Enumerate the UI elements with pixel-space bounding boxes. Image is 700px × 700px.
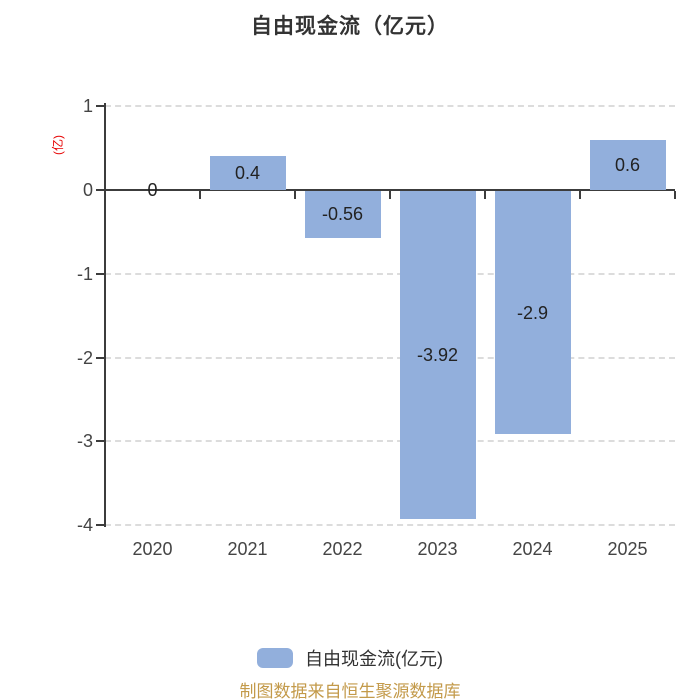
y-tick-label--2: -2	[76, 347, 93, 368]
x-tick-mark-2	[294, 191, 296, 199]
chart-title: 自由现金流（亿元）	[251, 15, 449, 38]
x-category-label-2024: 2024	[512, 539, 553, 559]
legend-swatch	[257, 648, 293, 668]
gridline-y-1	[105, 272, 675, 275]
x-category-label-2023: 2023	[417, 539, 458, 559]
y-tick-label-0: 0	[82, 180, 93, 200]
y-tick-mark-1	[96, 105, 104, 108]
bar-2021	[209, 156, 286, 190]
footer-source-note: 制图数据来自恒生聚源数据库	[239, 682, 461, 700]
x-category-label-2022: 2022	[322, 539, 363, 559]
y-tick-mark--3	[96, 440, 104, 443]
bar-2024	[494, 191, 571, 435]
bar-2025	[589, 139, 666, 190]
y-tick-mark--2	[96, 356, 104, 359]
y-tick-mark-0	[96, 189, 104, 191]
x-tick-mark-0	[104, 191, 106, 199]
x-tick-mark-1	[199, 191, 201, 199]
gridline-y-4	[105, 524, 675, 527]
x-axis-zero-line	[105, 189, 675, 191]
x-tick-mark-3	[389, 191, 391, 199]
legend: 自由现金流(亿元)	[0, 646, 700, 670]
bar-2022	[304, 191, 381, 238]
bar-value-label-2021: 0.4	[234, 163, 261, 184]
bar-value-label-2020: 0	[147, 180, 158, 200]
x-tick-mark-6	[674, 191, 676, 199]
gridline-y-2	[105, 356, 675, 359]
legend-label: 自由现金流(亿元)	[305, 649, 443, 669]
gridline-y1	[105, 105, 675, 108]
y-tick-mark--1	[96, 272, 104, 275]
y-tick-label--1: -1	[76, 263, 93, 284]
x-category-label-2021: 2021	[227, 539, 268, 559]
x-tick-mark-4	[484, 191, 486, 199]
bar-value-label-2025: 0.6	[614, 154, 641, 175]
y-axis-line	[104, 103, 106, 527]
y-tick-label-1: 1	[82, 96, 93, 117]
gridline-y-3	[105, 440, 675, 443]
x-tick-mark-5	[579, 191, 581, 199]
bar-value-label-2023: -3.92	[416, 345, 459, 366]
y-tick-label--3: -3	[76, 431, 93, 452]
bar-value-label-2022: -0.56	[321, 204, 364, 225]
x-category-label-2025: 2025	[607, 539, 648, 559]
bar-value-label-2024: -2.9	[516, 302, 549, 323]
y-tick-mark--4	[96, 524, 104, 527]
y-tick-label--4: -4	[76, 515, 93, 536]
bar-2023	[399, 191, 476, 520]
x-category-label-2020: 2020	[132, 539, 173, 559]
